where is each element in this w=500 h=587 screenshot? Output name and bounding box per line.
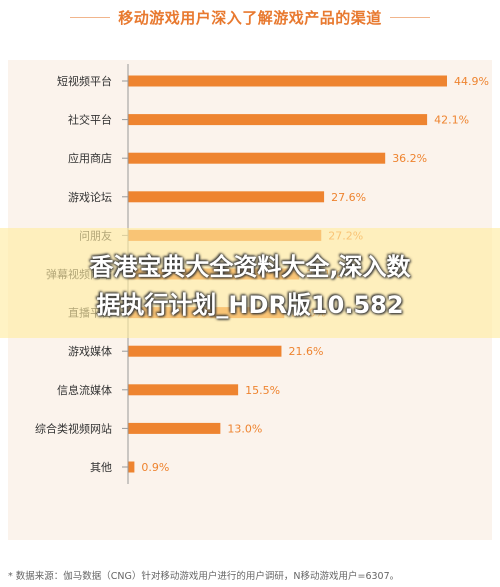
bar: [128, 345, 282, 357]
chart-title: 移动游戏用户深入了解游戏产品的渠道: [118, 8, 382, 27]
bar: [128, 422, 221, 434]
overlay-banner: [0, 228, 500, 338]
value-label: 13.0%: [227, 422, 262, 435]
bar: [128, 152, 386, 164]
value-label: 0.9%: [141, 461, 169, 474]
banner-line-1: 香港宝典大全资料大全,深入数: [89, 253, 411, 281]
value-label: 15.5%: [245, 384, 280, 397]
category-label: 游戏论坛: [68, 190, 112, 204]
data-source-footnote: * 数据来源：伽马数据（CNG）针对移动游戏用户进行的用户调研，N移动游戏用户=…: [8, 571, 400, 582]
bar: [128, 75, 447, 87]
chart-title-area: 移动游戏用户深入了解游戏产品的渠道: [0, 0, 500, 34]
value-label: 44.9%: [454, 75, 489, 88]
value-label: 27.6%: [331, 191, 366, 204]
banner-line-2: 据执行计划_HDR版10.582: [96, 291, 404, 319]
category-label: 信息流媒体: [57, 383, 112, 397]
category-label: 游戏媒体: [68, 344, 112, 358]
title-right-rule: [390, 17, 430, 18]
category-label: 综合类视频网站: [35, 421, 112, 435]
overlay-banner-text: 香港宝典大全资料大全,深入数 据执行计划_HDR版10.582: [0, 248, 500, 324]
category-label: 短视频平台: [57, 74, 112, 88]
category-label: 社交平台: [68, 113, 112, 127]
value-label: 42.1%: [434, 114, 469, 127]
bar: [128, 384, 239, 396]
category-label: 其他: [90, 461, 112, 474]
value-label: 36.2%: [392, 152, 427, 165]
bar: [128, 191, 325, 203]
bar: [128, 461, 135, 473]
bar: [128, 114, 428, 126]
category-label: 应用商店: [68, 151, 112, 165]
title-left-rule: [70, 17, 110, 18]
value-label: 21.6%: [288, 345, 323, 358]
